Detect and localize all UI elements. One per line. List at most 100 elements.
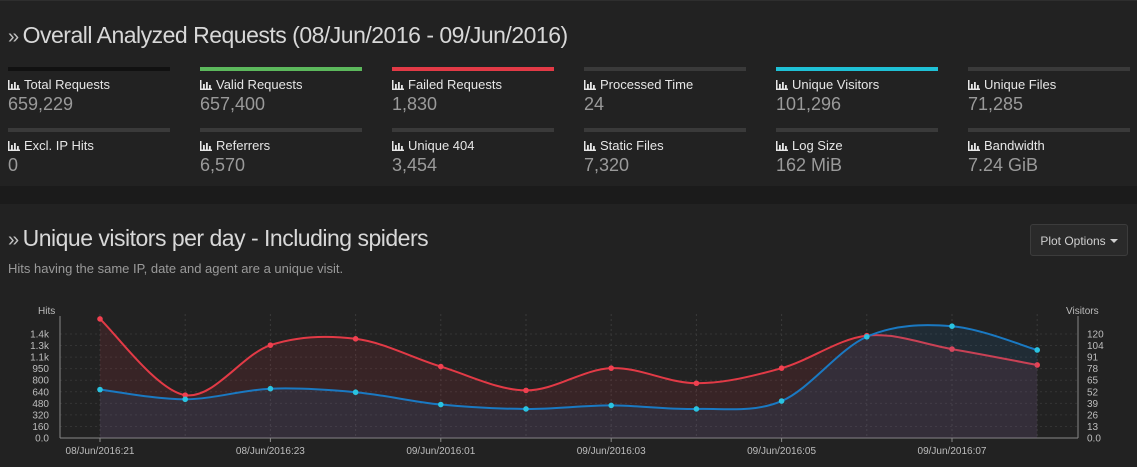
metric-value: 659,229	[8, 94, 74, 114]
bar-chart-icon	[200, 80, 212, 90]
y-tick-label-left: 640	[32, 387, 49, 398]
visitors-panel-subtitle: Hits having the same IP, date and agent …	[8, 261, 344, 276]
overall-panel: » Overall Analyzed Requests (08/Jun/2016 …	[0, 0, 1137, 186]
metric-card: Log Size 162 MiB	[776, 128, 938, 182]
metric-accent-bar	[776, 67, 938, 71]
metric-card: Unique 404 3,454	[392, 128, 554, 182]
metric-label: Unique Visitors	[776, 77, 879, 92]
data-point	[182, 392, 188, 398]
y-tick-label-right: 104	[1087, 341, 1104, 352]
metric-label: Static Files	[584, 138, 664, 153]
metric-accent-bar	[968, 128, 1130, 132]
y-tick-label-right: 39	[1087, 399, 1099, 410]
double-chevron-icon: »	[8, 26, 19, 48]
data-point	[438, 363, 444, 370]
metric-label: Unique 404	[392, 138, 475, 153]
metric-accent-bar	[968, 67, 1130, 71]
metric-card: Referrers 6,570	[200, 128, 362, 182]
y-tick-label-right: 91	[1087, 353, 1099, 364]
series-area	[100, 325, 1038, 438]
y-tick-label-left: 160	[32, 422, 49, 433]
x-tick-label: 09/Jun/2016:03	[577, 446, 646, 457]
metric-value: 657,400	[200, 94, 266, 114]
data-point	[608, 365, 614, 371]
y-tick-label-right: 65	[1087, 376, 1099, 387]
metric-card: Static Files 7,320	[584, 128, 746, 182]
metric-value: 6,570	[200, 155, 246, 175]
double-chevron-icon: »	[8, 229, 19, 251]
metric-value: 7,320	[584, 155, 630, 175]
data-point	[97, 316, 103, 322]
data-point	[352, 335, 359, 342]
metric-card: Failed Requests 1,830	[392, 67, 554, 121]
data-point	[523, 387, 529, 394]
series-line	[99, 324, 1038, 411]
bar-chart-icon	[776, 80, 788, 90]
metric-label: Excl. IP Hits	[8, 138, 94, 153]
metric-value: 24	[584, 94, 605, 114]
metric-label: Unique Files	[968, 77, 1056, 92]
visitors-chart: 1.4k 120 1.3k 104 1.1k 91 950 78 800 65 640 52 480 39…	[30, 306, 1104, 457]
metric-accent-bar	[200, 128, 362, 132]
metric-card: Processed Time 24	[584, 67, 746, 121]
metric-accent-bar	[776, 128, 938, 132]
metric-value: 3,454	[392, 155, 438, 175]
visitors-panel: » Unique visitors per day - Including spi…	[0, 204, 1137, 467]
metric-accent-bar	[584, 128, 746, 132]
y-tick-label-left: 950	[32, 364, 49, 375]
bar-chart-icon	[968, 80, 980, 90]
series-area	[100, 318, 1038, 438]
x-tick-label: 08/Jun/2016:21	[66, 446, 135, 457]
x-tick-label: 09/Jun/2016:01	[406, 446, 475, 457]
x-tick-label: 09/Jun/2016:05	[747, 446, 816, 457]
metric-label: Failed Requests	[392, 77, 502, 92]
data-point	[778, 398, 785, 404]
y-tick-label-right: 52	[1087, 387, 1099, 398]
data-point	[267, 385, 274, 392]
metric-label: Log Size	[776, 138, 843, 153]
plot-options-button[interactable]: Plot Options	[1030, 224, 1128, 256]
x-tick-label: 09/Jun/2016:07	[918, 446, 987, 457]
metric-label: Total Requests	[8, 77, 110, 92]
bar-chart-icon	[968, 141, 980, 151]
bar-chart-icon	[392, 141, 404, 151]
visitors-panel-title: » Unique visitors per day - Including spi…	[8, 225, 429, 251]
metric-card: Total Requests 659,229	[8, 67, 170, 121]
data-point	[267, 342, 274, 348]
bar-chart-icon	[392, 80, 404, 90]
y-tick-label-left: 320	[32, 410, 49, 421]
bar-chart-icon	[8, 141, 20, 151]
metric-card: Excl. IP Hits 0	[8, 128, 170, 182]
y-tick-label-right: 0.0	[1087, 434, 1101, 445]
right-axis-label: Visitors	[1066, 306, 1099, 317]
y-tick-label-left: 1.3k	[30, 341, 50, 352]
metric-accent-bar	[392, 128, 554, 132]
data-point	[608, 402, 614, 409]
metric-accent-bar	[584, 67, 746, 71]
overall-title: » Overall Analyzed Requests (08/Jun/2016 …	[8, 22, 568, 48]
data-point	[97, 386, 103, 393]
bar-chart-icon	[200, 141, 212, 151]
data-point	[352, 389, 359, 396]
data-point	[1034, 347, 1040, 353]
metric-card: Bandwidth 7.24 GiB	[968, 128, 1130, 182]
data-point	[182, 396, 188, 403]
y-tick-label-left: 1.1k	[30, 353, 50, 364]
y-tick-label-left: 800	[32, 376, 49, 387]
bar-chart-icon	[776, 141, 788, 151]
x-tick-label: 08/Jun/2016:23	[236, 446, 305, 457]
data-point	[693, 380, 700, 387]
metric-label: Bandwidth	[968, 138, 1045, 153]
metric-value: 162 MiB	[776, 155, 843, 175]
metric-value: 1,830	[392, 94, 438, 114]
y-tick-label-left: 480	[32, 399, 49, 410]
data-point	[864, 333, 870, 340]
data-point	[438, 401, 444, 408]
data-point	[523, 406, 529, 412]
data-point	[949, 323, 955, 330]
metric-card: Unique Files 71,285	[968, 67, 1130, 121]
metric-accent-bar	[8, 128, 170, 132]
left-axis-label: Hits	[38, 306, 55, 317]
bar-chart-icon	[584, 141, 596, 151]
data-point	[1034, 362, 1040, 368]
